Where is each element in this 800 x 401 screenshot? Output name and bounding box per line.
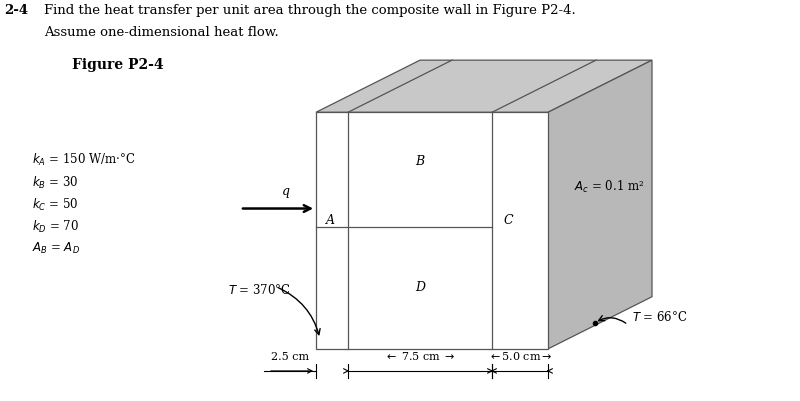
Text: C: C — [503, 214, 513, 227]
Text: D: D — [415, 281, 425, 294]
Text: $A_B$ = $A_D$: $A_B$ = $A_D$ — [32, 241, 80, 256]
Text: $k_D$ = 70: $k_D$ = 70 — [32, 219, 79, 235]
Text: $T$ = 370°C: $T$ = 370°C — [228, 283, 291, 297]
Text: $\leftarrow$ 7.5 cm $\rightarrow$: $\leftarrow$ 7.5 cm $\rightarrow$ — [384, 350, 456, 362]
Text: $A_c$ = 0.1 m²: $A_c$ = 0.1 m² — [574, 178, 645, 194]
Text: Figure P2-4: Figure P2-4 — [72, 58, 164, 72]
Text: Find the heat transfer per unit area through the composite wall in Figure P2-4.: Find the heat transfer per unit area thr… — [44, 4, 576, 17]
Polygon shape — [316, 112, 548, 349]
Text: 2.5 cm: 2.5 cm — [271, 352, 309, 362]
Text: Assume one-dimensional heat flow.: Assume one-dimensional heat flow. — [44, 26, 278, 39]
Polygon shape — [316, 60, 652, 112]
Text: $k_A$ = 150 W/m·°C: $k_A$ = 150 W/m·°C — [32, 152, 135, 168]
Text: A: A — [326, 214, 335, 227]
Text: $k_C$ = 50: $k_C$ = 50 — [32, 196, 78, 213]
Text: $\leftarrow$5.0 cm$\rightarrow$: $\leftarrow$5.0 cm$\rightarrow$ — [488, 350, 552, 362]
Text: 2-4: 2-4 — [4, 4, 28, 17]
Text: $T$ = 66°C: $T$ = 66°C — [632, 310, 687, 324]
Polygon shape — [548, 60, 652, 349]
Text: q: q — [282, 186, 290, 198]
Text: $k_B$ = 30: $k_B$ = 30 — [32, 174, 78, 190]
Text: B: B — [415, 155, 425, 168]
